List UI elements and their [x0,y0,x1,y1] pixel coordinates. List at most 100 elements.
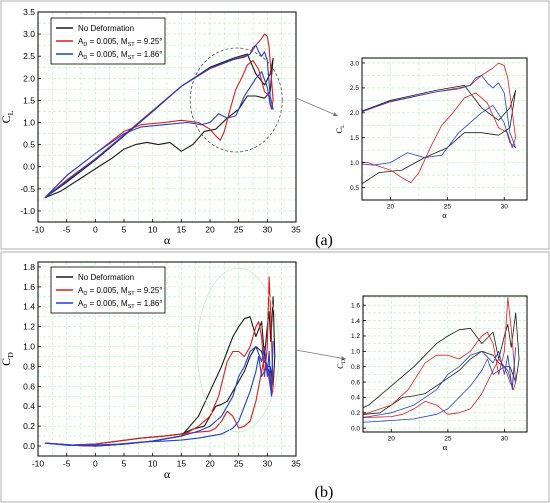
panel-b-inset-ytick-label: 0.2 [351,410,360,417]
panel-a-main-xlabel: α [164,233,171,247]
panel-b-main-ytick-label: 0.4 [23,401,35,411]
panel-b-legend-text-part: D [83,291,87,297]
panel-a-inset-ytick-label: 1.0 [350,160,359,167]
panel-b-zoom-ellipse [196,267,280,433]
panel-b-frame [0,251,550,503]
panel-b-main-xtick-label: 10 [148,459,158,469]
panel-b-inset-xtick-label: 30 [501,436,509,443]
panel-b-zoom-arrow [295,349,347,360]
chart-panel-a: -10 -5 0 5 10 15 20 25 30 35 -1.0 -0.5 0.0 0.5 1.0 1.5 2… [0,7,528,247]
panel-a-legend-text-part: D [83,42,87,48]
panel-b-main-ylabel: CD [0,352,15,366]
panel-b-legend-text-part: = 0.005, M [87,299,128,308]
panel-b-legend-text-part: ST [128,291,136,297]
panel-a-main-ylabel: CL [0,110,15,123]
panel-b-legend-text-part: ST [128,304,136,310]
panel-a-inset-series-black [362,85,516,185]
panel-a-main-ytick-label: 1.0 [23,118,35,128]
panel-a-inset-ytick-label: 0.5 [350,185,359,192]
panel-b-main-plot-frame [37,261,297,457]
panel-a-inset-ytick-label: 3.0 [350,60,359,67]
panel-a-inset-xtick-label: 20 [387,204,395,211]
panel-b-inset-ytick-label: 0.8 [351,364,360,371]
panel-a-main-series-blue [44,44,274,199]
panel-b-inset-xtick-label: 25 [444,436,452,443]
panel-b-main-ytick-label: 1.4 [23,302,35,312]
panel-a-main-xtick-label: 25 [234,225,244,235]
panel-a-frame [0,0,550,250]
panel-a-main-ytick-label: 1.5 [23,95,35,105]
panel-b-legend-text-part: A [78,299,84,308]
panel-a-main-xtick-label: 35 [291,225,301,235]
panel-b-legend-text-part: A [78,286,84,295]
panel-a-main-ytick-label: 2.0 [23,73,35,83]
panel-b-legend-entry-blue: AD = 0.005, MST = 1.86° [78,299,163,310]
panel-a-main-ylabel-main: C [0,115,13,123]
chart-panel-b: -10 -5 0 5 10 15 20 25 30 35 0.0 0.2 0.4 0.6 0.8 1.0 1.2… [0,261,528,481]
panel-b-main-xlabel: α [164,467,171,481]
panel-b-main-xtick-label: 25 [234,459,244,469]
panel-a-inset-ylabel: CL [334,124,346,134]
panel-a-main-xtick-label: -10 [32,225,45,235]
panel-a-legend-entry-blue: AD = 0.005, MST = 1.86° [78,50,163,61]
panel-b-main-ytick-label: 1.0 [23,342,35,352]
panel-b-inset-xtick-label: 20 [388,436,396,443]
panel-b-main-ytick-label: 1.6 [23,282,35,292]
panel-b-main-series-blue [44,341,274,447]
panel-b-inset-xlabel: α [443,442,448,452]
panel-b-inset-series-blue [363,347,517,423]
panel-a-inset-xlabel: α [442,210,447,220]
panel-b-inset-ytick-label: 1.4 [351,318,360,325]
panel-b-zoom-arrow-head [341,356,346,361]
panel-b-inset-ylabel-sub: D [341,359,347,363]
panel-b-inset-series-red [363,297,517,419]
panel-b-inset-ytick-label: 0.4 [351,395,360,402]
panel-a-inset-ytick-label: 2.5 [350,85,359,92]
panel-b-main-xtick-label: 35 [291,459,301,469]
panel-b-inset-grid [362,296,527,432]
panel-b-inset-plot-frame [362,295,528,433]
panel-a-legend-entry-red: AD = 0.005, MST = 9.25° [78,37,163,48]
panel-b-legend-entry-red: AD = 0.005, MST = 9.25° [78,286,163,297]
panel-label-b: (b) [315,484,334,501]
panel-a-main-xtick-label: 20 [205,225,215,235]
panel-b-main-xtick-label: 5 [122,459,127,469]
panel-a-main-ytick-label: -0.5 [20,184,35,194]
panel-a-inset-ytick-label: 2.0 [350,110,359,117]
panel-a-legend: No Deformation AD = 0.005, MST = 9.25° AD … [50,17,166,65]
panel-a-inset-xtick-label: 25 [444,204,452,211]
panel-a-legend-entry-black: No Deformation [78,24,134,33]
panel-b-legend-entry-black: No Deformation [78,273,134,282]
panel-a-main-ytick-label: -1.0 [20,206,35,216]
panel-a-main-ytick-label: 0.0 [23,162,35,172]
panel-a-inset-ylabel-sub: L [340,124,346,128]
panel-b-legend-text-part: = 9.25° [135,286,163,295]
panel-a-legend-text-part: A [78,37,84,46]
panel-b-inset-ylabel: CD [335,359,347,369]
panel-a-legend-text-part: A [78,50,84,59]
panel-b-main-xtick-label: 20 [205,459,215,469]
panel-a-inset-grid [361,58,527,201]
panel-a-main-xtick-label: 5 [122,225,127,235]
panel-b-legend-text-part: = 0.005, M [87,286,128,295]
panel-b-inset-series-group [363,297,520,423]
panel-a-main-series-group [44,33,274,199]
panel-a-legend-text-part: = 0.005, M [87,50,128,59]
panel-a-legend-text-part: ST [128,55,136,61]
panel-a-main-xtick-label: -5 [63,225,71,235]
panel-a-main-xtick-label: 30 [263,225,273,235]
panel-a-inset-plot-frame [361,57,528,201]
panel-a-legend-text-part: = 0.005, M [87,37,128,46]
panel-b-main-ytick-label: 1.2 [23,322,35,332]
panel-b-inset-ytick-label: 1.6 [351,302,360,309]
panel-a-inset-ytick-label: 1.5 [350,135,359,142]
panel-b-main-ytick-label: 1.8 [23,262,35,272]
panel-b-main-xtick-label: 15 [177,459,187,469]
panel-b-main-ytick-label: 0.8 [23,361,35,371]
panel-b-legend-text-part: D [83,304,87,310]
panel-b-main-xtick-label: -10 [32,459,45,469]
panel-a-legend-text-part: = 1.86° [135,50,163,59]
panel-b-legend-text-part: = 1.86° [135,299,163,308]
